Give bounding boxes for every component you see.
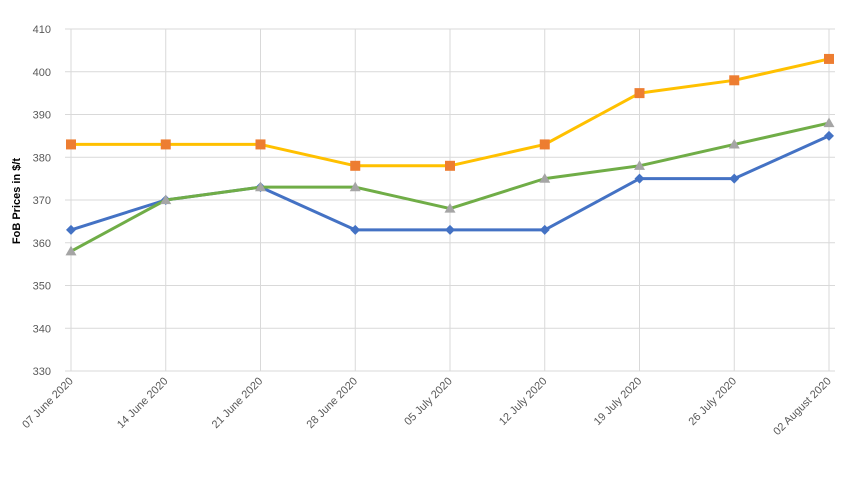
series-1-marker bbox=[539, 224, 550, 235]
series-1-marker bbox=[729, 173, 740, 184]
series-1-marker bbox=[350, 224, 361, 235]
y-tick-label: 400 bbox=[33, 67, 51, 79]
x-tick-label: 19 July 2020 bbox=[592, 375, 645, 428]
series-layer bbox=[65, 53, 835, 256]
y-axis-ticks: 330 340 350 360 370 380 390 400 410 bbox=[33, 24, 51, 378]
y-axis-label: FoB Prices in $/t bbox=[11, 158, 23, 245]
series-2-marker bbox=[824, 53, 834, 64]
series-3-marker bbox=[65, 245, 77, 256]
x-tick-label: 12 July 2020 bbox=[497, 375, 550, 428]
y-tick-label: 370 bbox=[33, 195, 51, 207]
x-tick-label: 26 July 2020 bbox=[686, 375, 739, 428]
series-3-marker bbox=[255, 181, 266, 192]
series-3-marker bbox=[823, 117, 835, 128]
series-3-marker bbox=[539, 173, 551, 183]
y-tick-label: 340 bbox=[33, 323, 51, 335]
x-axis-ticks: 07 June 2020 14 June 2020 21 June 2020 28 J… bbox=[20, 375, 834, 438]
series-2-marker bbox=[539, 139, 550, 150]
series-3-marker bbox=[349, 181, 361, 192]
series-2-marker bbox=[634, 88, 645, 99]
x-tick-label: 02 August 2020 bbox=[771, 375, 834, 438]
series-2-marker bbox=[729, 75, 740, 86]
y-tick-label: 380 bbox=[33, 152, 51, 164]
x-tick-label: 14 June 2020 bbox=[115, 375, 171, 431]
y-tick-label: 360 bbox=[33, 238, 51, 250]
x-tick-label: 05 July 2020 bbox=[402, 375, 455, 428]
series-1-marker bbox=[634, 173, 645, 184]
series-3-marker bbox=[728, 138, 740, 149]
series-2-marker bbox=[66, 139, 76, 150]
series-2-marker bbox=[445, 160, 455, 171]
y-tick-label: 410 bbox=[33, 24, 51, 36]
series-3-marker bbox=[160, 194, 172, 205]
x-tick-label: 21 June 2020 bbox=[210, 375, 266, 431]
series-1-marker bbox=[66, 224, 76, 235]
y-tick-label: 350 bbox=[33, 281, 51, 293]
series-2-marker bbox=[350, 160, 361, 171]
y-tick-label: 390 bbox=[33, 110, 51, 122]
series-1-marker bbox=[824, 130, 834, 141]
x-tick-label: 28 June 2020 bbox=[304, 375, 360, 431]
series-2-marker bbox=[255, 139, 266, 150]
x-tick-label: 07 June 2020 bbox=[20, 375, 76, 431]
series-3-marker bbox=[444, 203, 456, 213]
series-2-marker bbox=[160, 139, 171, 150]
grid-layer bbox=[65, 28, 835, 372]
y-tick-label: 330 bbox=[33, 366, 51, 378]
series-3-marker bbox=[634, 160, 645, 170]
series-1-marker bbox=[445, 224, 455, 235]
